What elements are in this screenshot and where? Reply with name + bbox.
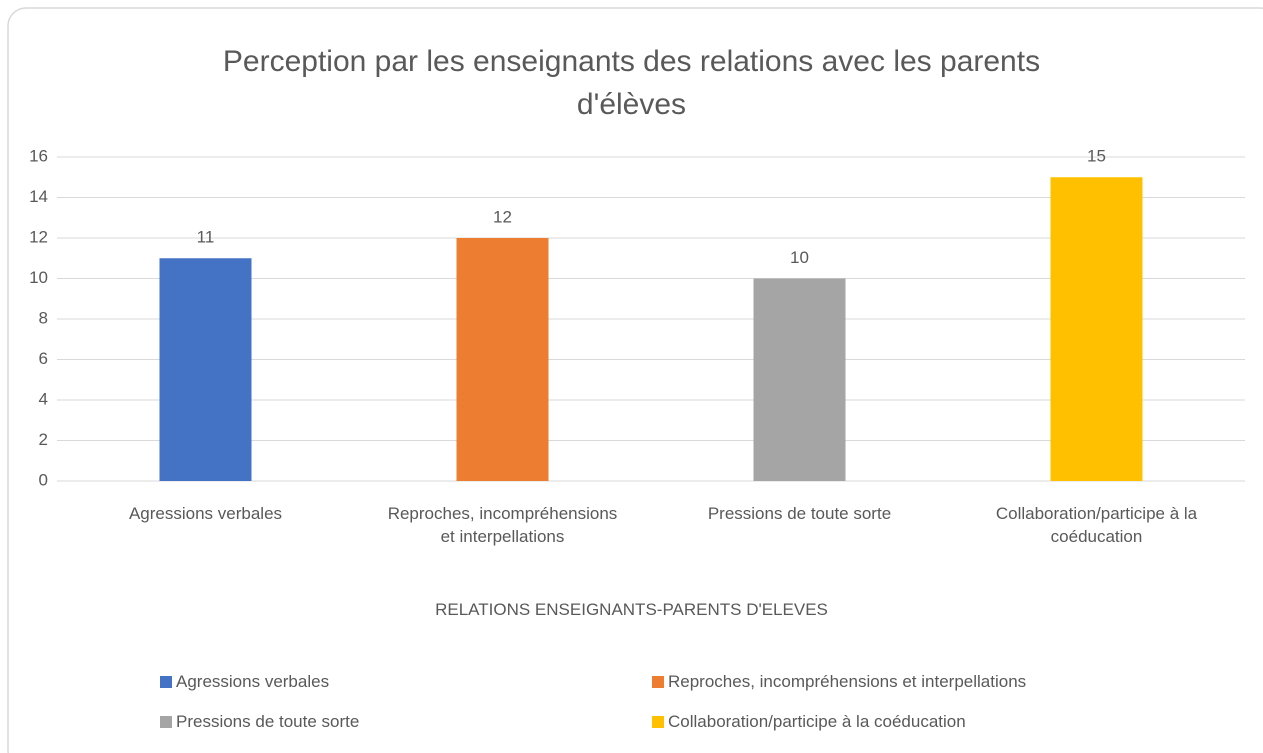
y-tick-label: 12 xyxy=(29,227,48,246)
y-tick-label: 16 xyxy=(29,146,48,165)
data-label: 15 xyxy=(1087,147,1106,166)
x-axis-label: RELATIONS ENSEIGNANTS-PARENTS D'ELEVES xyxy=(435,600,828,619)
legend-label: Reproches, incompréhensions et interpell… xyxy=(668,672,1027,691)
x-tick-label: Agressions verbales xyxy=(128,504,283,523)
legend-swatch xyxy=(652,676,664,688)
y-tick-label: 2 xyxy=(39,430,48,449)
chart-border xyxy=(7,7,1263,753)
legend-swatch xyxy=(652,716,664,728)
legend-label: Collaboration/participe à la coéducation xyxy=(668,712,966,731)
y-tick-label: 6 xyxy=(39,349,48,368)
legend-swatch xyxy=(160,716,172,728)
data-label: 11 xyxy=(197,228,215,247)
x-tick-label: Pressions de toute sorte xyxy=(707,504,892,523)
chart-title: Perception par les enseignants des relat… xyxy=(222,45,1041,121)
bar xyxy=(159,258,252,481)
bar xyxy=(1050,177,1143,481)
legend-item: Agressions verbales xyxy=(160,672,329,692)
y-tick-label: 0 xyxy=(39,470,48,489)
x-tick-label: Reproches, incompréhensions et interpell… xyxy=(387,504,618,546)
x-tick-label: Collaboration/participe à la coéducation xyxy=(995,504,1198,546)
data-label: 12 xyxy=(493,207,512,226)
legend-item: Pressions de toute sorte xyxy=(160,712,359,732)
legend-swatch xyxy=(160,676,172,688)
y-tick-label: 14 xyxy=(29,187,48,206)
y-tick-label: 4 xyxy=(39,389,48,408)
legend-label: Pressions de toute sorte xyxy=(176,712,360,731)
y-tick-label: 8 xyxy=(39,308,48,327)
bar xyxy=(753,278,846,481)
data-label: 10 xyxy=(790,248,809,267)
bar xyxy=(456,238,549,481)
legend-item: Reproches, incompréhensions et interpell… xyxy=(652,672,1026,692)
y-tick-label: 10 xyxy=(29,268,48,287)
legend-label: Agressions verbales xyxy=(176,672,330,691)
legend-item: Collaboration/participe à la coéducation xyxy=(652,712,966,732)
